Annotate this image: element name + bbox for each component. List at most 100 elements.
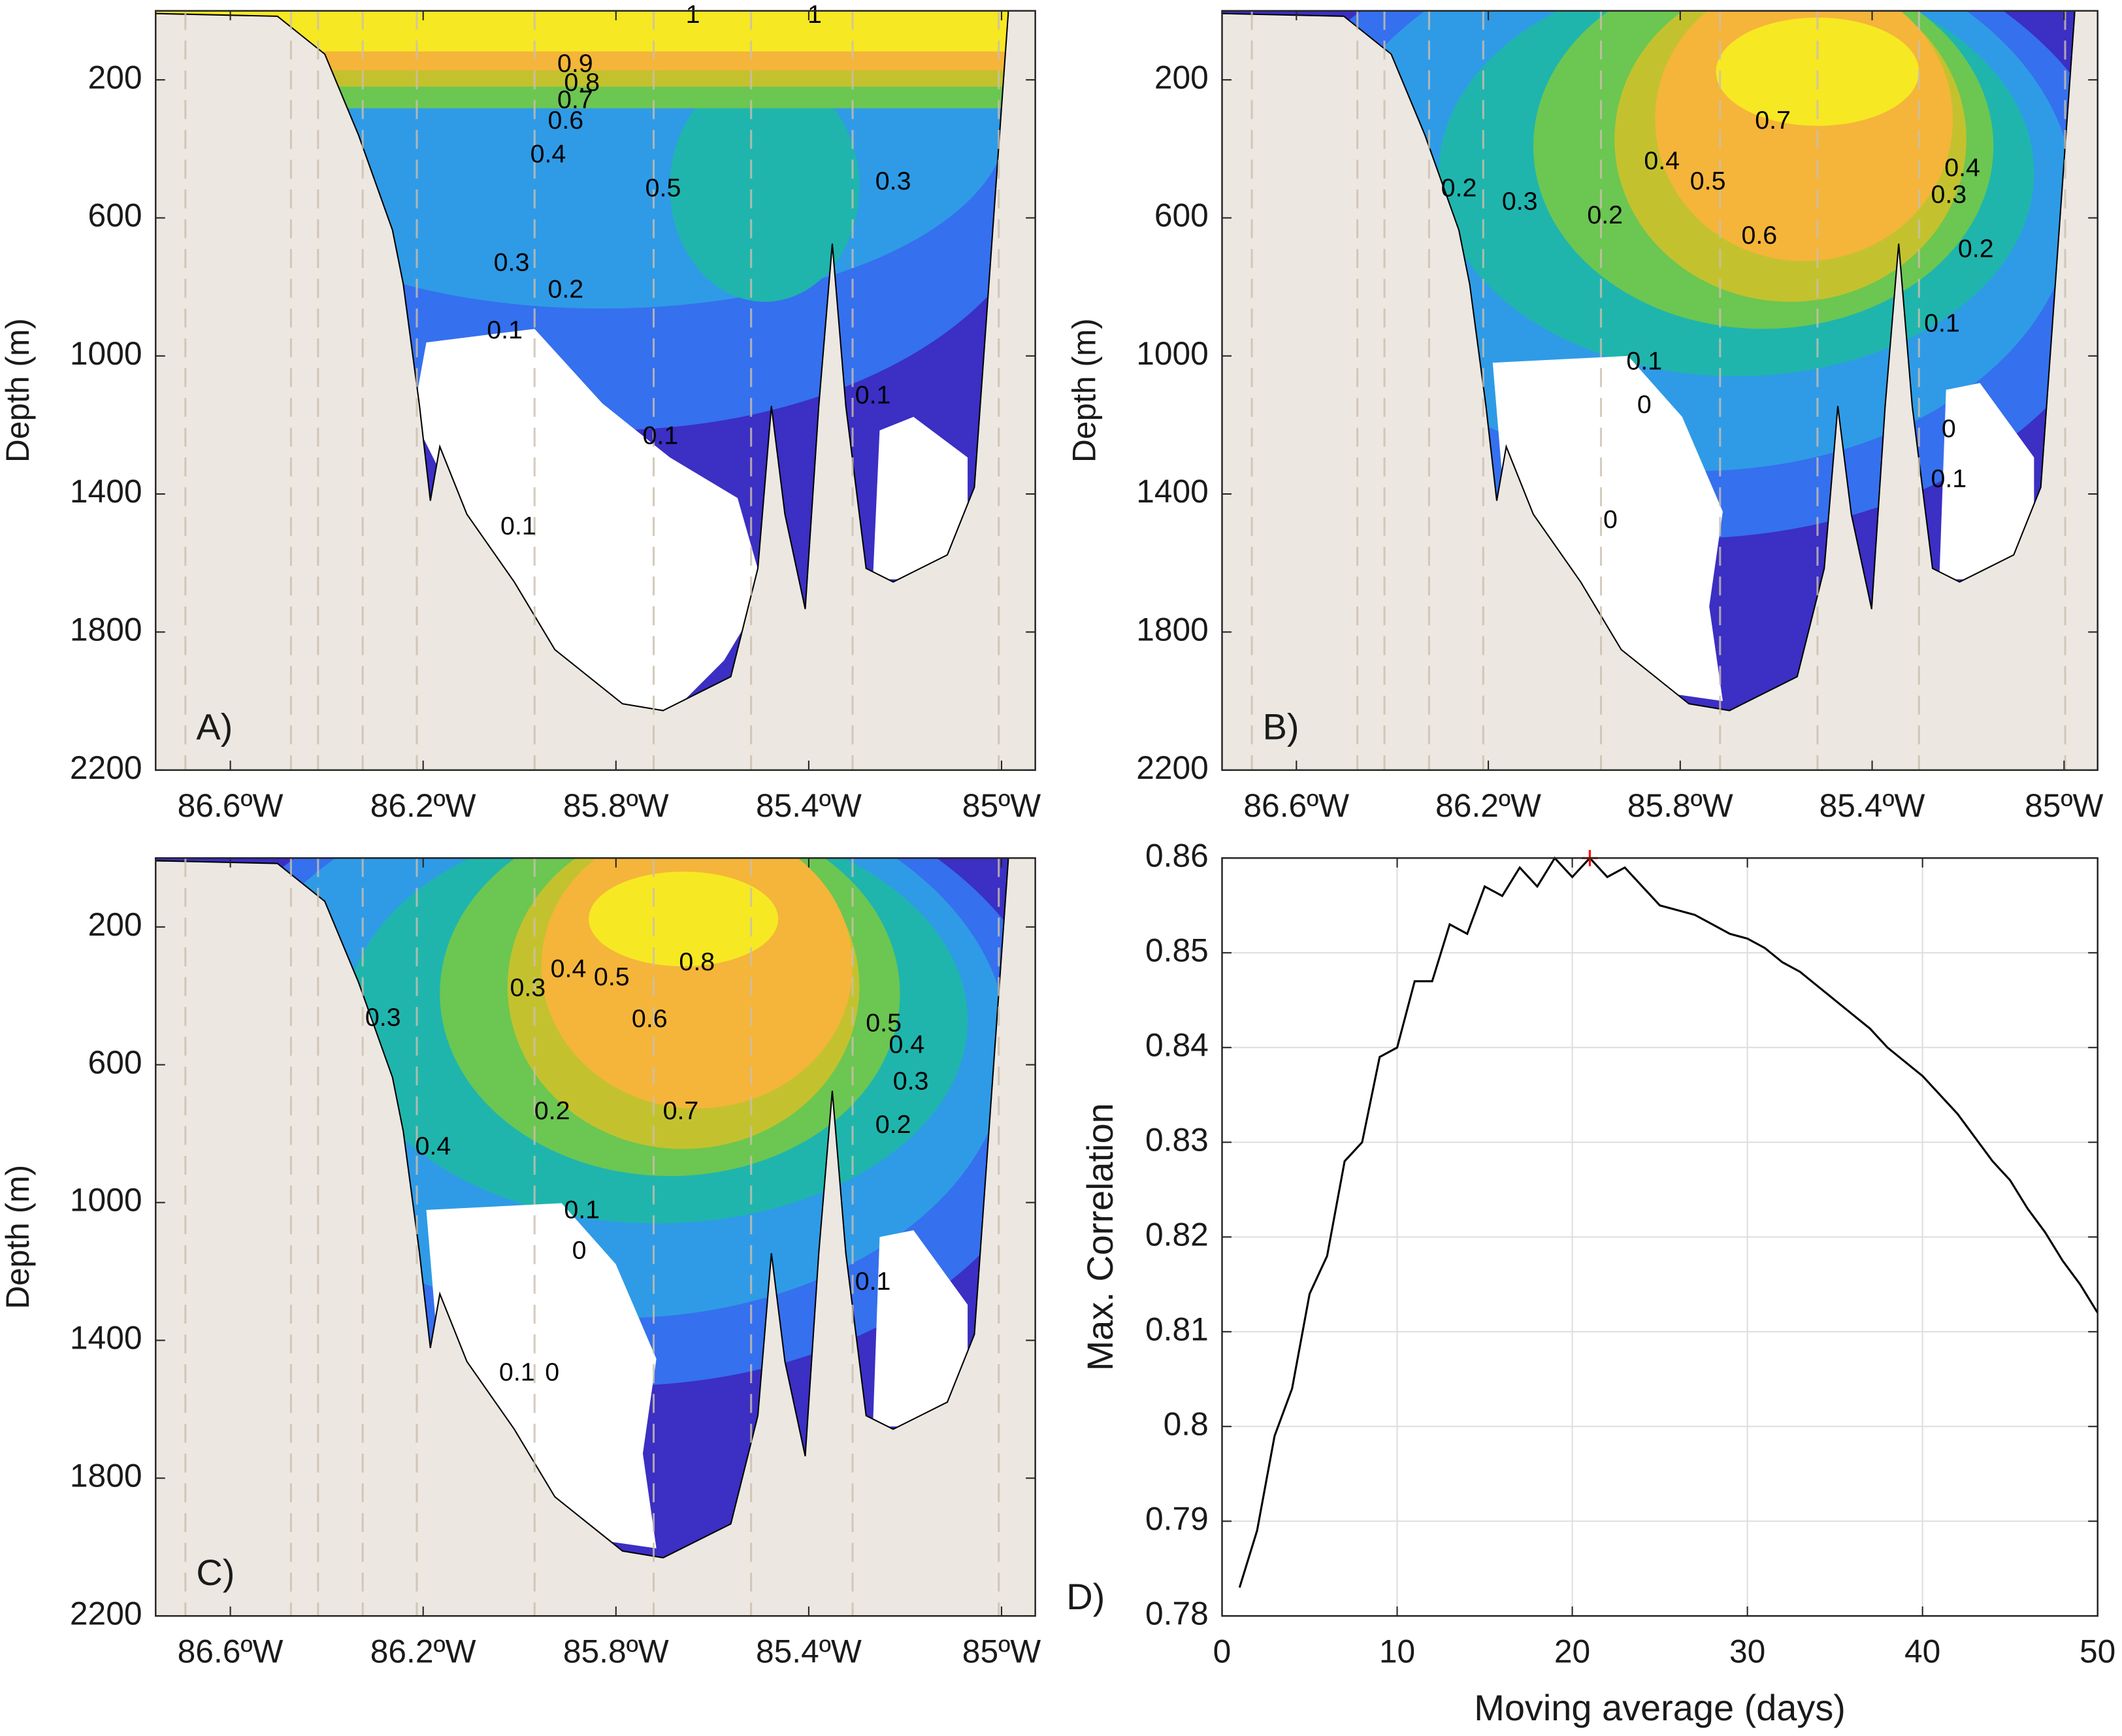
x-tick-label: 85.4ºW <box>756 787 862 824</box>
no-data-region <box>873 416 968 580</box>
x-tick-label: 20 <box>1554 1633 1590 1669</box>
x-tick-label: 0 <box>1213 1633 1232 1669</box>
contour-label: 0.5 <box>594 962 630 991</box>
contour-label: 0.3 <box>365 1003 401 1032</box>
contour-label: 0.5 <box>866 1008 902 1037</box>
contour-label: 0.7 <box>663 1096 699 1125</box>
contour-label: 0.3 <box>494 248 530 276</box>
y-tick-label: 1800 <box>70 611 142 647</box>
y-tick-label: 2200 <box>1136 749 1209 786</box>
panel-label: D) <box>1066 1576 1105 1617</box>
bathymetry-outline <box>1221 10 2076 712</box>
y-tick-label: 600 <box>88 197 142 234</box>
contour-label: 0.5 <box>645 173 681 202</box>
y-axis-label: Max. Correlation <box>1079 1103 1120 1371</box>
contour-label: 0.3 <box>893 1067 929 1096</box>
y-tick-label: 1400 <box>1136 473 1209 510</box>
contour-label: 0 <box>1637 390 1652 419</box>
contour-label: 0.4 <box>1944 153 1980 182</box>
x-tick-label: 85.8ºW <box>1627 787 1733 824</box>
contour-label: 0.3 <box>875 167 911 195</box>
y-tick-label: 600 <box>88 1044 142 1081</box>
x-tick-label: 86.2ºW <box>370 1633 476 1669</box>
x-tick-label: 86.6ºW <box>178 787 284 824</box>
contour-label: 0.4 <box>1644 146 1680 175</box>
x-tick-label: 40 <box>1904 1633 1940 1669</box>
contour-label: 0.8 <box>679 947 715 976</box>
x-tick-label: 30 <box>1729 1633 1765 1669</box>
contour-label: 0.2 <box>1441 173 1477 202</box>
x-tick-label: 86.2ºW <box>370 787 476 824</box>
y-tick-label: 0.83 <box>1145 1121 1209 1158</box>
x-tick-label: 85ºW <box>962 1633 1041 1669</box>
y-tick-label: 200 <box>1154 59 1209 95</box>
contour-label: 0.4 <box>551 955 587 983</box>
axes-frame <box>154 10 1036 771</box>
y-tick-label: 0.82 <box>1145 1216 1209 1253</box>
x-axis-label: Moving average (days) <box>1474 1687 1846 1728</box>
contour-label: 0.3 <box>1502 187 1538 216</box>
contour-label: 0.1 <box>564 1195 600 1224</box>
y-tick-label: 2200 <box>70 749 142 786</box>
contour-label: 0.3 <box>1931 180 1967 209</box>
contour-label: 0.1 <box>487 316 523 344</box>
y-axis-label: Depth (m) <box>0 1165 36 1309</box>
x-tick-label: 85ºW <box>962 787 1041 824</box>
y-tick-label: 1800 <box>70 1457 142 1494</box>
contour-label: 0.1 <box>1931 465 1967 493</box>
y-tick-label: 1800 <box>1136 611 1209 647</box>
contour-band <box>670 71 860 302</box>
y-tick-label: 1000 <box>70 335 142 372</box>
contour-label: 0.4 <box>416 1132 451 1160</box>
contour-label: 0.1 <box>500 512 536 540</box>
no-data-region <box>1492 355 1723 701</box>
contour-label: 0.1 <box>643 421 679 450</box>
x-tick-label: 85.8ºW <box>563 787 669 824</box>
contour-label: 0.6 <box>1741 221 1777 250</box>
no-data-region <box>873 1230 968 1427</box>
contour-label: 0.3 <box>510 974 546 1002</box>
x-tick-label: 85ºW <box>2025 787 2103 824</box>
contour-label: 0.2 <box>1958 235 1994 263</box>
y-tick-label: 0.85 <box>1145 932 1209 968</box>
contour-label: 0.4 <box>530 140 566 169</box>
x-tick-label: 10 <box>1379 1633 1415 1669</box>
y-tick-label: 0.86 <box>1145 837 1209 874</box>
no-data-region <box>412 329 765 711</box>
y-tick-label: 0.84 <box>1145 1026 1209 1063</box>
contour-label: 1 <box>808 0 822 29</box>
contour-label: 0.6 <box>548 106 584 135</box>
contour-label: 0.2 <box>1587 201 1623 229</box>
contour-label: 0.2 <box>548 275 584 304</box>
contour-label: 0.1 <box>499 1358 535 1386</box>
contour-label: 1 <box>686 0 700 29</box>
contour-label: 0.2 <box>875 1110 911 1139</box>
contour-label: 0.7 <box>557 86 593 114</box>
x-tick-label: 86.6ºW <box>1243 787 1349 824</box>
contour-label: 0.6 <box>632 1004 668 1033</box>
x-tick-label: 85.8ºW <box>563 1633 669 1669</box>
panel-label: B) <box>1263 706 1299 747</box>
y-tick-label: 0.79 <box>1145 1500 1209 1537</box>
axes-frame <box>1221 10 2098 771</box>
y-tick-label: 600 <box>1154 197 1209 234</box>
x-tick-label: 86.6ºW <box>178 1633 284 1669</box>
y-tick-label: 1000 <box>1136 335 1209 372</box>
contour-label: 0.9 <box>557 49 593 78</box>
axes-frame <box>154 857 1036 1617</box>
x-tick-label: 85.4ºW <box>756 1633 862 1669</box>
y-tick-label: 200 <box>88 906 142 943</box>
contour-label: 0.1 <box>855 380 891 409</box>
contour-label: 0 <box>545 1358 559 1386</box>
contour-band <box>589 871 779 966</box>
y-tick-label: 1400 <box>70 473 142 510</box>
contour-label: 0 <box>1603 505 1618 534</box>
contour-label: 0.2 <box>534 1096 570 1125</box>
contour-label: 0.1 <box>1924 309 1960 338</box>
correlation-line <box>1238 856 2099 1588</box>
x-tick-label: 86.2ºW <box>1435 787 1541 824</box>
contour-label: 0.5 <box>1690 167 1726 195</box>
bathymetry-outline <box>155 857 1009 1559</box>
